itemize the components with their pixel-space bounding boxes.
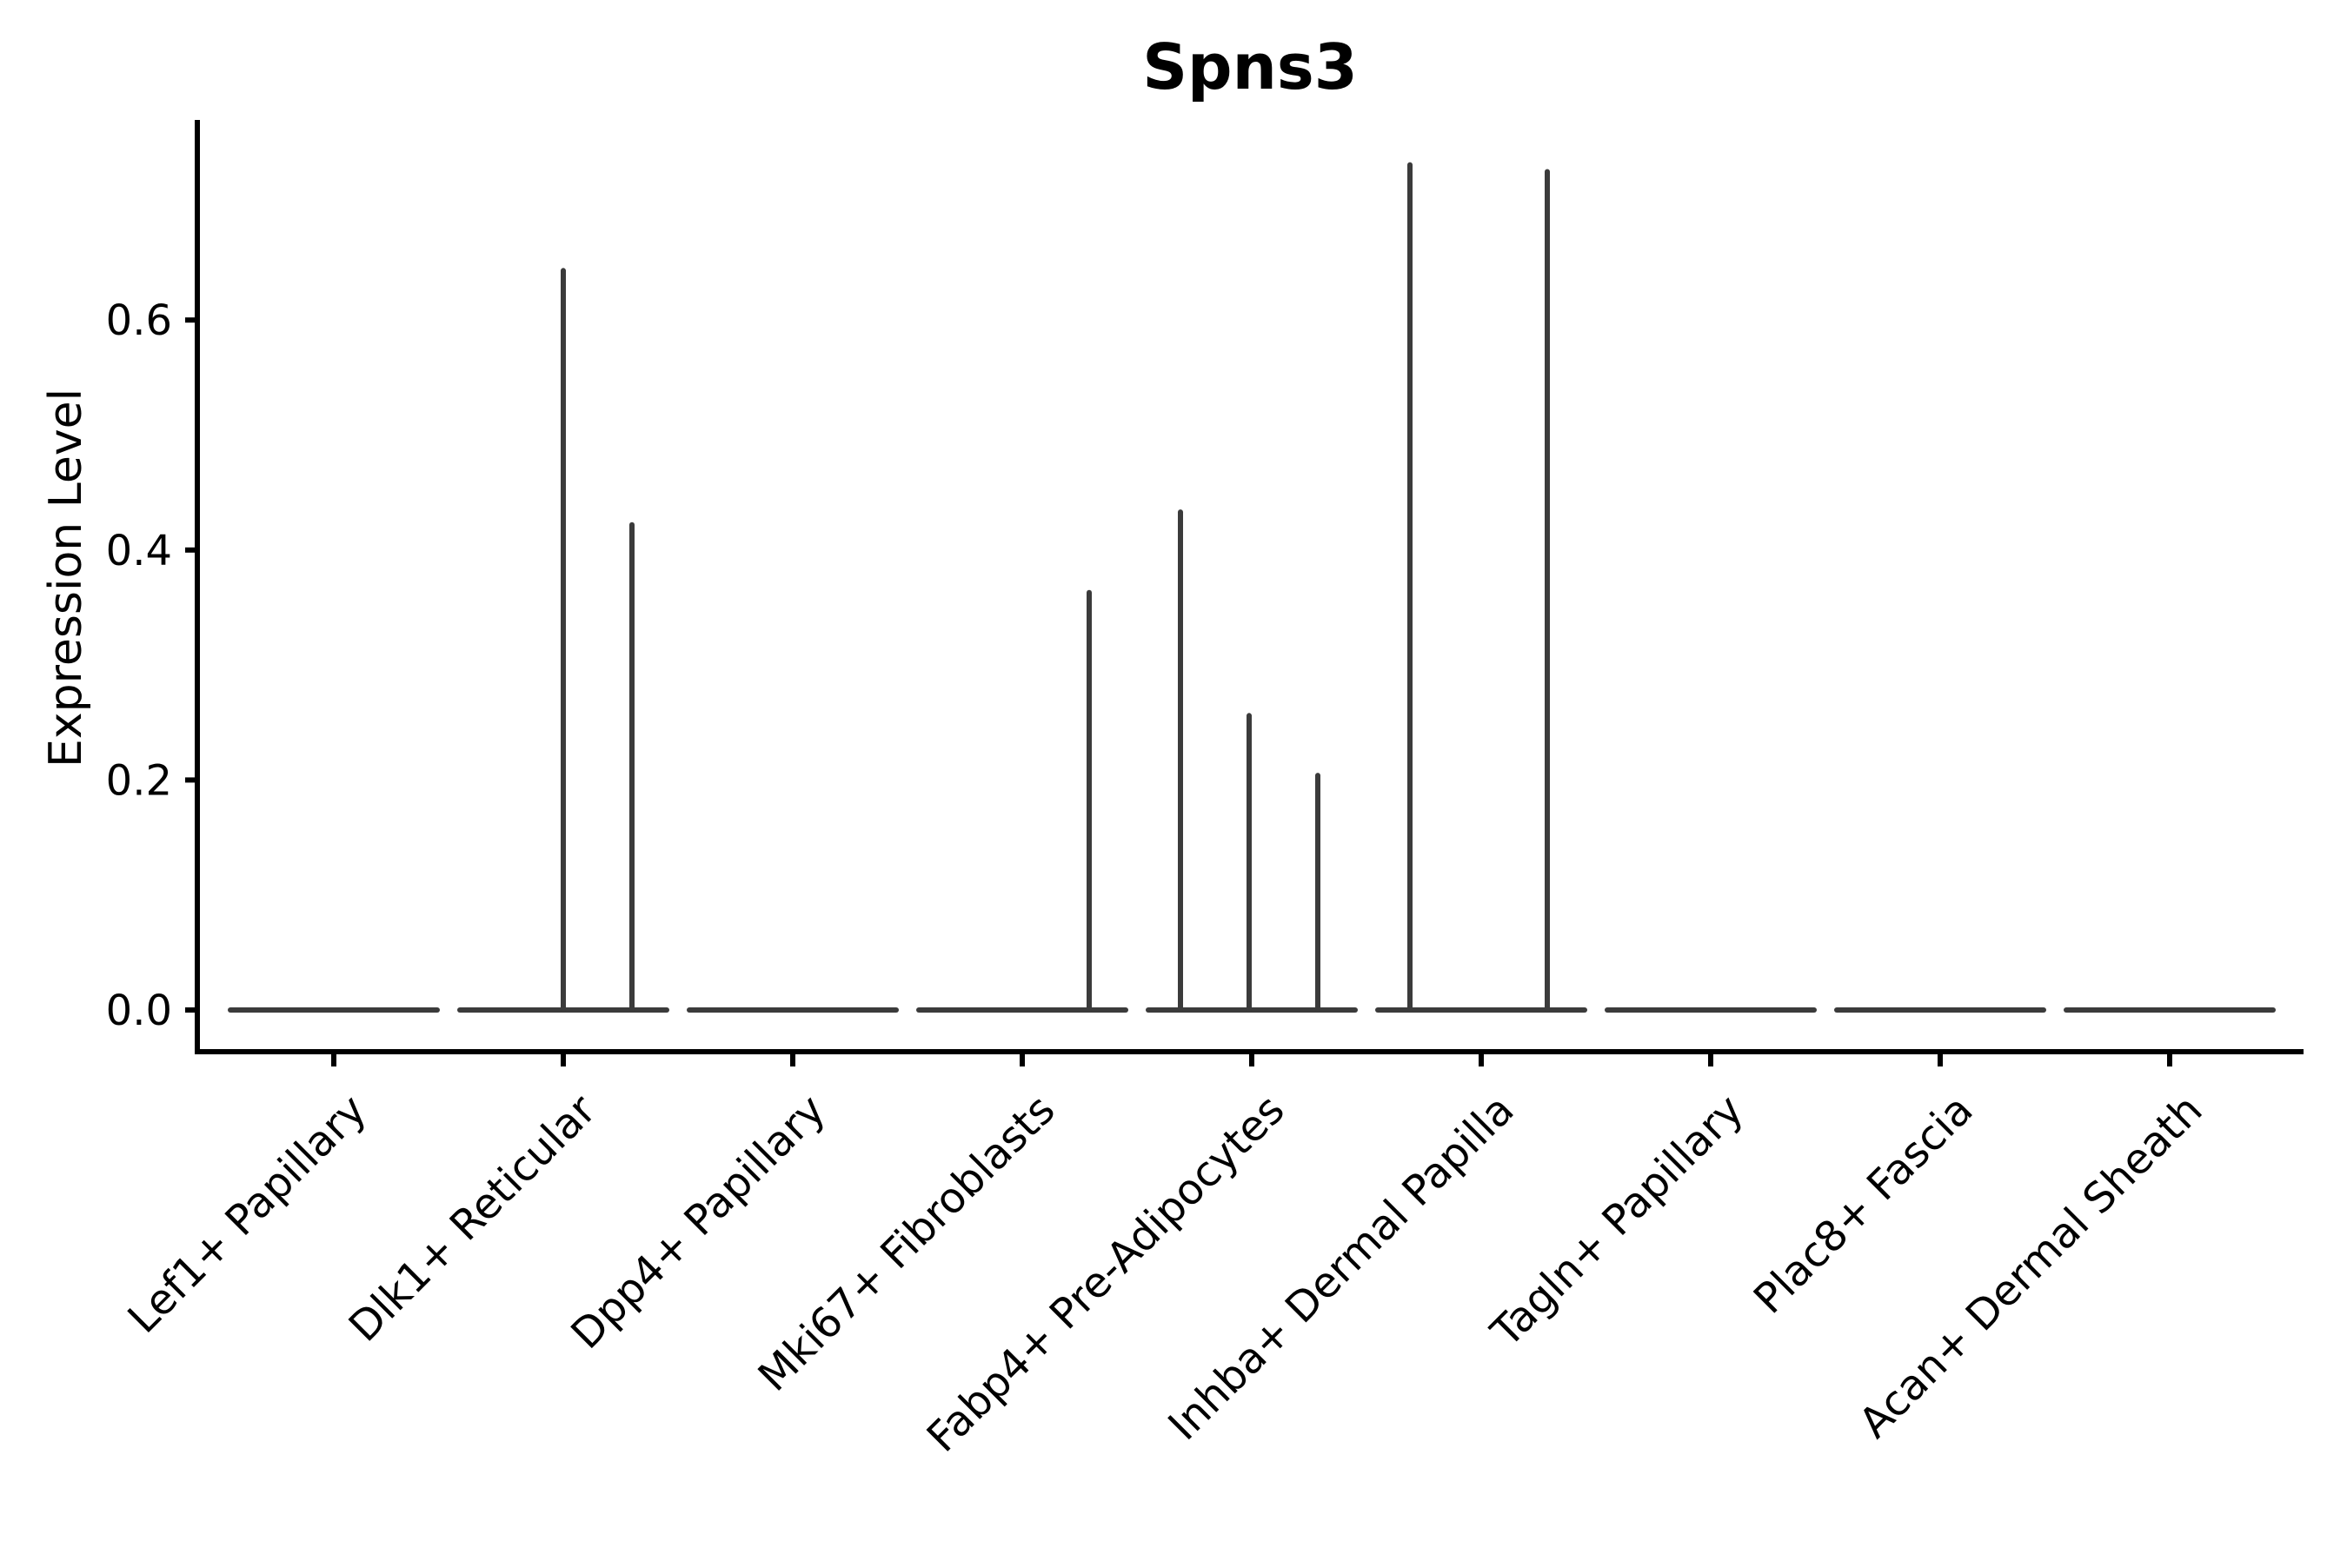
plot-title: Spns3: [1142, 30, 1358, 103]
y-tick-label: 0.0: [106, 987, 172, 1035]
x-tick-label: Dlk1+ Reticular: [340, 1086, 606, 1352]
violin: [1375, 162, 1587, 1013]
violins: [228, 162, 2276, 1013]
y-axis: 0.0 0.2 0.4 0.6: [106, 296, 197, 1035]
x-tick-label: Dpp4+ Papillary: [562, 1086, 834, 1359]
violin: [916, 589, 1128, 1013]
x-tick-label: Plac8+ Fascia: [1745, 1086, 1983, 1324]
x-tick-label: Tagln+ Papillary: [1481, 1086, 1752, 1357]
y-tick-label: 0.4: [106, 527, 172, 575]
y-tick-label: 0.2: [106, 756, 172, 805]
x-tick-label: Lef1+ Papillary: [119, 1086, 376, 1343]
y-axis-label: Expression Level: [40, 389, 92, 767]
violin: [457, 268, 669, 1013]
y-tick-label: 0.6: [106, 296, 172, 345]
violin: [1146, 509, 1358, 1013]
